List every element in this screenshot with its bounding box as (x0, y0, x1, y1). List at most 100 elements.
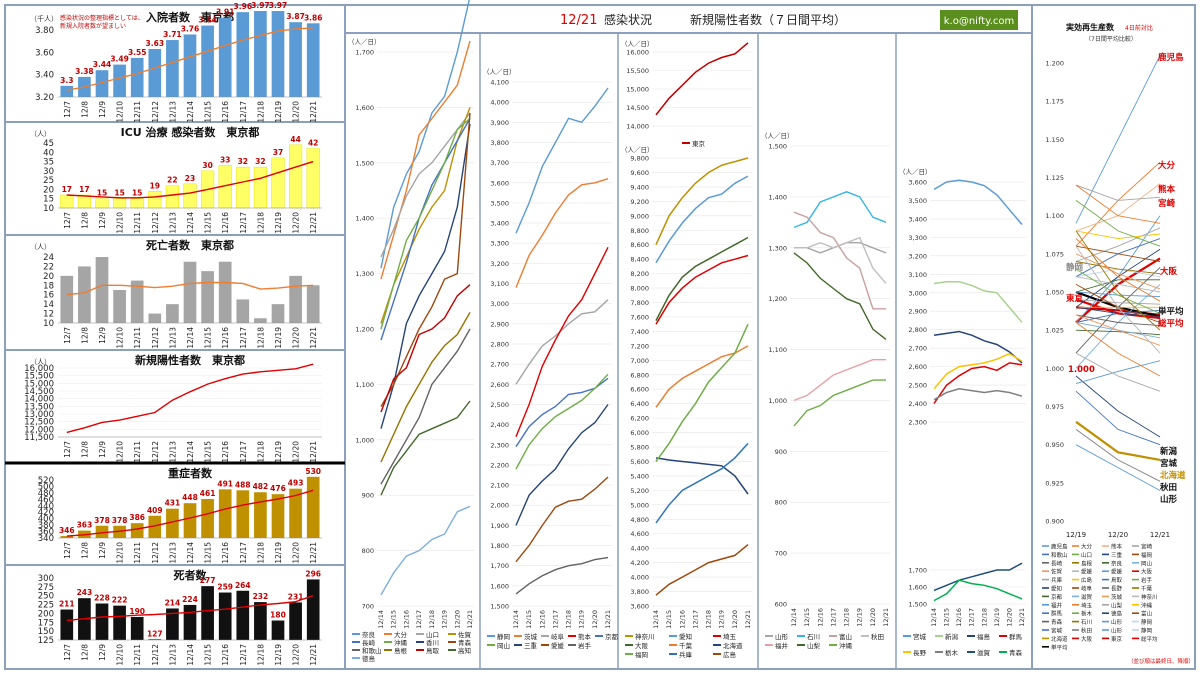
rt-series-line (1075, 227, 1161, 262)
rt-series-line (1075, 444, 1161, 491)
y-tick-label: 2,100 (490, 482, 509, 490)
x-tick-label: 12/21 (309, 327, 318, 349)
y-tick-label: 9,000 (630, 212, 649, 220)
data-label: 482 (253, 482, 269, 491)
legend-item: 山梨 (1111, 601, 1123, 609)
bar (254, 602, 267, 640)
rt-series-line (1075, 245, 1161, 262)
x-tick-label: 12/9 (98, 441, 107, 458)
legend-item: 兵庫 (679, 650, 693, 659)
y-tick-label: 9,600 (630, 169, 649, 177)
legend-item: 宮崎 (1141, 543, 1153, 551)
y-tick-label: 1.100 (1045, 212, 1064, 220)
y-tick-label: 15,500 (24, 372, 54, 382)
bar (183, 34, 197, 97)
bar (253, 166, 267, 209)
legend-item: 和歌山 (362, 646, 382, 655)
data-label: 231 (288, 592, 304, 601)
x-tick-label: 12/16 (678, 610, 686, 629)
bar (130, 280, 144, 323)
data-label: 378 (94, 516, 110, 525)
y-tick-label: 3,500 (490, 199, 509, 207)
y-tick-label: 6,600 (630, 386, 649, 394)
y-tick-label: 1,200 (768, 295, 787, 303)
y-tick-label: 1.175 (1045, 98, 1064, 106)
y-tick-label: 1,000 (768, 397, 787, 405)
y-unit: （人／日） (483, 68, 516, 76)
data-label: 461 (200, 489, 216, 498)
y-tick-label: 1.050 (1045, 289, 1064, 297)
x-tick-label: 12/15 (204, 327, 213, 349)
y-tick-label: 14,500 (24, 387, 54, 397)
legend-item: 青森 (1009, 648, 1023, 657)
y-tick-label: 1,600 (355, 104, 374, 112)
x-tick-label: 12/21 (309, 212, 318, 234)
data-label: 431 (165, 499, 181, 508)
legend-item: 長崎 (1051, 559, 1063, 567)
y-tick-label: 6,400 (630, 400, 649, 408)
y-tick-label: 7,600 (630, 313, 649, 321)
bar (289, 488, 302, 538)
legend-item: 三重 (524, 642, 538, 650)
x-tick-label: 12/8 (80, 441, 89, 458)
y-tick-label: 2,500 (490, 401, 509, 409)
x-tick-label: 12/20 (1005, 608, 1013, 627)
x-tick-label: 12/19 (274, 441, 283, 463)
bar (271, 11, 285, 98)
y-tick-label: 2,300 (490, 441, 509, 449)
rt-series-line (1075, 184, 1161, 201)
y-tick-label: 440 (38, 502, 54, 512)
y-tick-label: 9,400 (630, 183, 649, 191)
y-tick-label: 3.20 (35, 93, 54, 103)
legend-item: 山形 (1111, 627, 1123, 635)
data-label: 488 (235, 480, 251, 489)
series-line (380, 40, 471, 280)
bar (306, 476, 320, 538)
y-tick-label: 1,300 (768, 244, 787, 252)
bar (130, 198, 144, 209)
panel-title: 死亡者数 東京都 (146, 238, 234, 252)
bar (289, 144, 303, 209)
y-tick-label: 7,400 (630, 328, 649, 336)
series-line (933, 362, 1023, 404)
y-tick-label: 3,600 (490, 179, 509, 187)
bar (60, 194, 74, 209)
legend-item: 大分 (1081, 543, 1093, 551)
bar (60, 85, 74, 97)
y-tick-label: 2,500 (908, 382, 927, 390)
legend-item: 愛媛 (551, 641, 565, 650)
legend-item: 愛媛 (1111, 568, 1123, 576)
bar (201, 271, 214, 323)
series-line (380, 123, 471, 429)
badge-box (940, 10, 1018, 30)
legend-item: 埼玉 (723, 632, 737, 641)
x-tick-label: 12/18 (256, 441, 265, 463)
legend-item: 沖縄 (394, 638, 408, 647)
bar (166, 304, 179, 323)
y-tick-label: 1,700 (355, 49, 374, 57)
x-tick-label: 12/9 (98, 212, 107, 229)
y-tick-label: 1,100 (355, 381, 374, 389)
series-line (793, 359, 886, 402)
bar (306, 23, 320, 97)
panel-unit: （人） (30, 130, 51, 138)
x-tick-label: 12/13 (168, 441, 177, 463)
y-tick-label: 2,700 (490, 361, 509, 369)
data-label: 222 (112, 596, 128, 605)
y-tick-label: 15,000 (626, 86, 649, 94)
x-tick-label: 12/15 (665, 610, 673, 629)
x-tick-label: 12/12 (151, 441, 160, 463)
legend-item: 山形 (1111, 618, 1123, 626)
panel-title: 重症者数 (168, 466, 213, 480)
x-tick-label: 12/9 (98, 101, 107, 118)
series-line (933, 579, 1023, 602)
legend-item: 茨城 (524, 632, 538, 641)
middle-charts: 1,700 1,600 1,500 1,400 1,300 1,200 1,100 1,000… (348, 0, 1026, 668)
bar (78, 266, 91, 323)
y-tick-label: 3,800 (490, 139, 509, 147)
series-line (933, 352, 1023, 390)
rt-series-line (1075, 314, 1161, 346)
y-tick-label: 480 (38, 489, 54, 499)
legend-item: 三重 (1111, 551, 1123, 559)
